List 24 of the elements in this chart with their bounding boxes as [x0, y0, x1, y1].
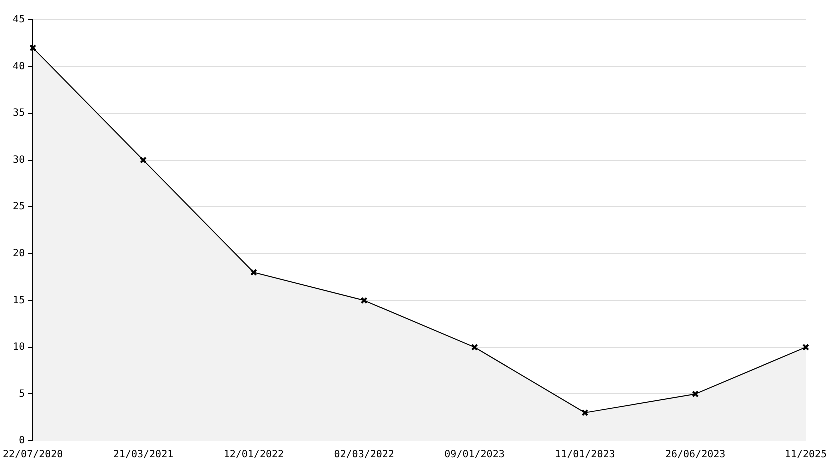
point: [360, 297, 368, 304]
x-tick-label: 09/01/2023: [444, 450, 505, 461]
y-tick-label: 30: [13, 154, 26, 166]
x-tick-label: 26/06/2023: [665, 450, 726, 461]
x-tick-label: 21/03/2021: [113, 450, 174, 461]
y-tick-label: 20: [13, 248, 26, 260]
y-tick-label: 15: [13, 295, 26, 306]
point: [692, 390, 700, 398]
y-tick-label: 5: [19, 388, 26, 400]
y-tick-label: 35: [13, 108, 26, 120]
x-tick-label: 02/03/2022: [334, 450, 394, 461]
point: [140, 156, 147, 164]
y-tick-label: 25: [13, 202, 26, 213]
point: [250, 269, 258, 276]
point: [582, 409, 589, 416]
y-tick-label: 0: [19, 436, 26, 447]
x-tick-label: 12/01/2022: [224, 450, 284, 461]
x-tick-label: 22/07/2020: [2, 450, 64, 461]
y-tick-label: 40: [13, 61, 26, 72]
point: [471, 344, 478, 351]
x-tick-label: 11/2025: [784, 450, 828, 461]
y-tick-label: 45: [13, 14, 26, 26]
x-tick-label: 11/01/2023: [555, 450, 616, 461]
y-tick-label: 10: [13, 342, 26, 354]
